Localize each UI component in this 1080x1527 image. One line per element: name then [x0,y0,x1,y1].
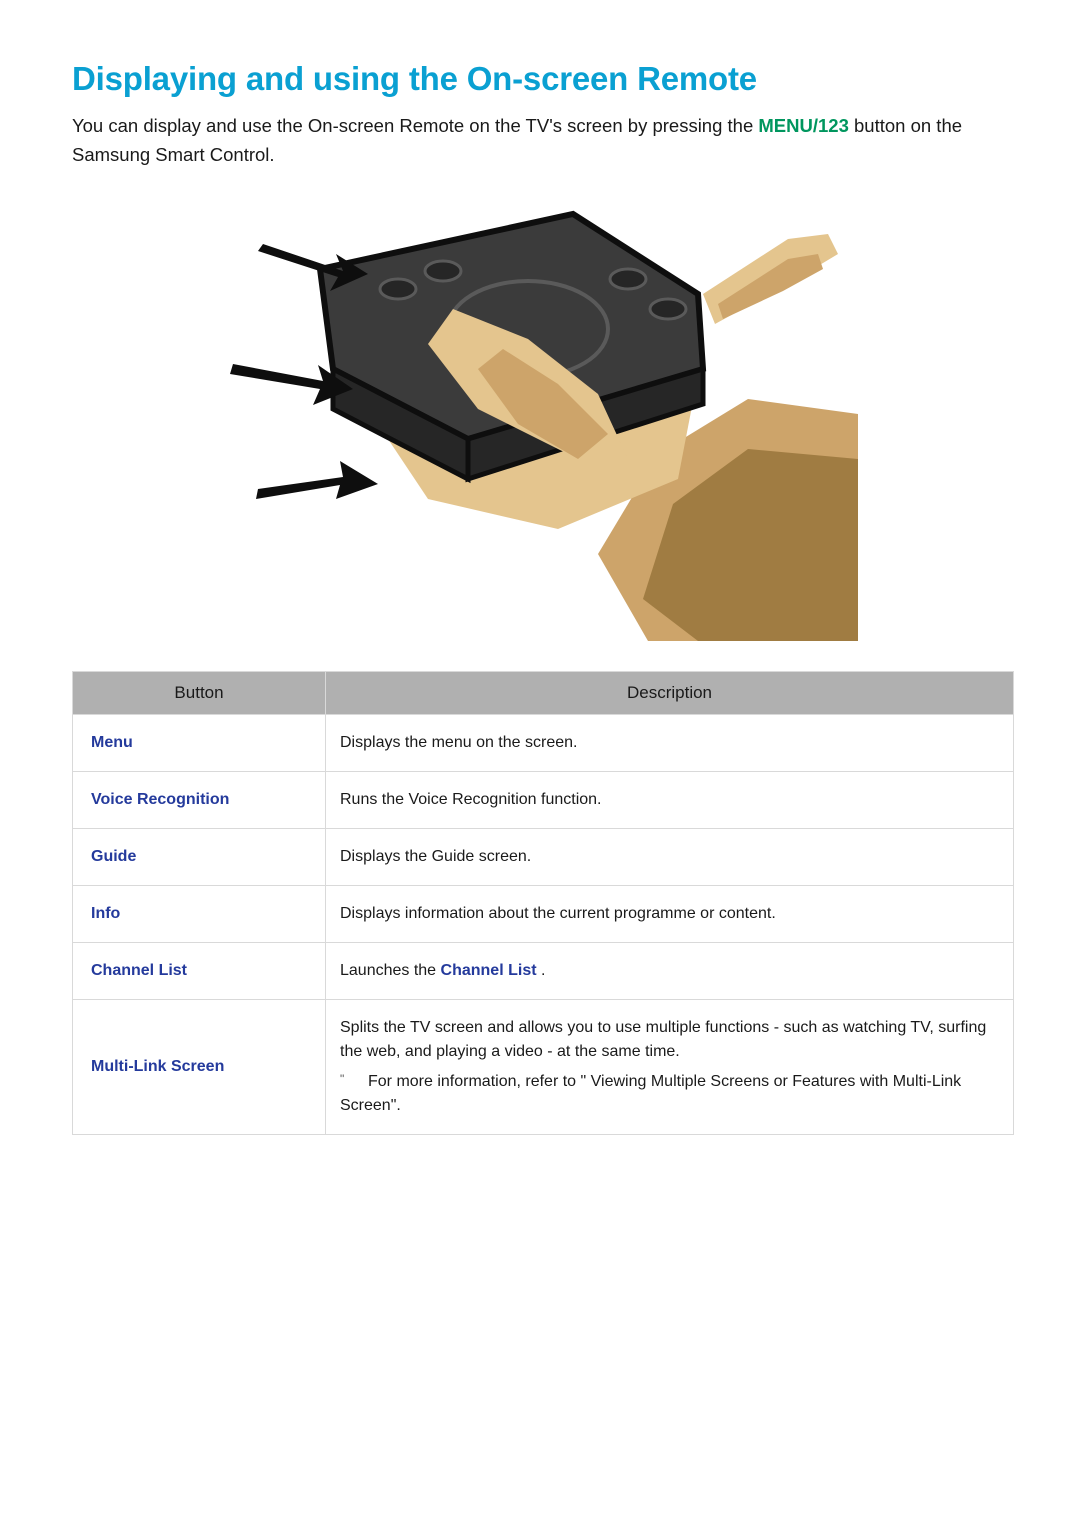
remote-illustration [228,199,858,641]
description-cell: Displays the Guide screen. [326,829,1014,886]
table-row: Channel ListLaunches the Channel List . [73,943,1014,1000]
button-name-cell: Info [73,886,326,943]
note-mark-icon: " [340,1070,368,1088]
description-text: Splits the TV screen and allows you to u… [340,1016,995,1064]
header-button: Button [73,672,326,715]
button-description-table: Button Description Menu Displays the menu… [72,671,1014,1135]
description-cell: Launches the Channel List . [326,943,1014,1000]
description-text: Launches the Channel List . [340,959,995,983]
table-row: Info Displays information about the curre… [73,886,1014,943]
remote-btn-4 [650,299,686,319]
header-description: Description [326,672,1014,715]
page-title: Displaying and using the On-screen Remot… [72,60,1014,98]
inline-link: Channel List [441,962,537,979]
description-cell: Runs the Voice Recognition function. [326,772,1014,829]
description-text: Displays the menu on the screen. [340,731,995,755]
button-name-cell: Multi-Link Screen [73,1000,326,1135]
button-name-cell: Voice Recognition [73,772,326,829]
remote-btn-3 [610,269,646,289]
description-cell: Displays information about the current p… [326,886,1014,943]
table-header-row: Button Description [73,672,1014,715]
description-text: Runs the Voice Recognition function. [340,788,995,812]
intro-paragraph: You can display and use the On-screen Re… [72,112,1014,169]
remote-btn-1 [380,279,416,299]
note-text: For more information, refer to " Viewing… [340,1073,961,1114]
table-row: Voice Recognition Runs the Voice Recognit… [73,772,1014,829]
remote-btn-2 [425,261,461,281]
description-note: "For more information, refer to " Viewin… [340,1070,995,1118]
table-row: Guide Displays the Guide screen. [73,829,1014,886]
description-text: Displays the Guide screen. [340,845,995,869]
motion-arrow-3 [256,461,378,499]
button-name-cell: Menu [73,715,326,772]
table-row: Multi-Link Screen Splits the TV screen an… [73,1000,1014,1135]
document-page: Displaying and using the On-screen Remot… [0,0,1080,1527]
description-cell: Splits the TV screen and allows you to u… [326,1000,1014,1135]
button-name-cell: Guide [73,829,326,886]
button-name-cell: Channel List [73,943,326,1000]
description-cell: Displays the menu on the screen. [326,715,1014,772]
table-row: Menu Displays the menu on the screen. [73,715,1014,772]
intro-pre: You can display and use the On-screen Re… [72,115,758,136]
description-text: Displays information about the current p… [340,902,995,926]
intro-highlight: MENU/123 [758,115,848,136]
